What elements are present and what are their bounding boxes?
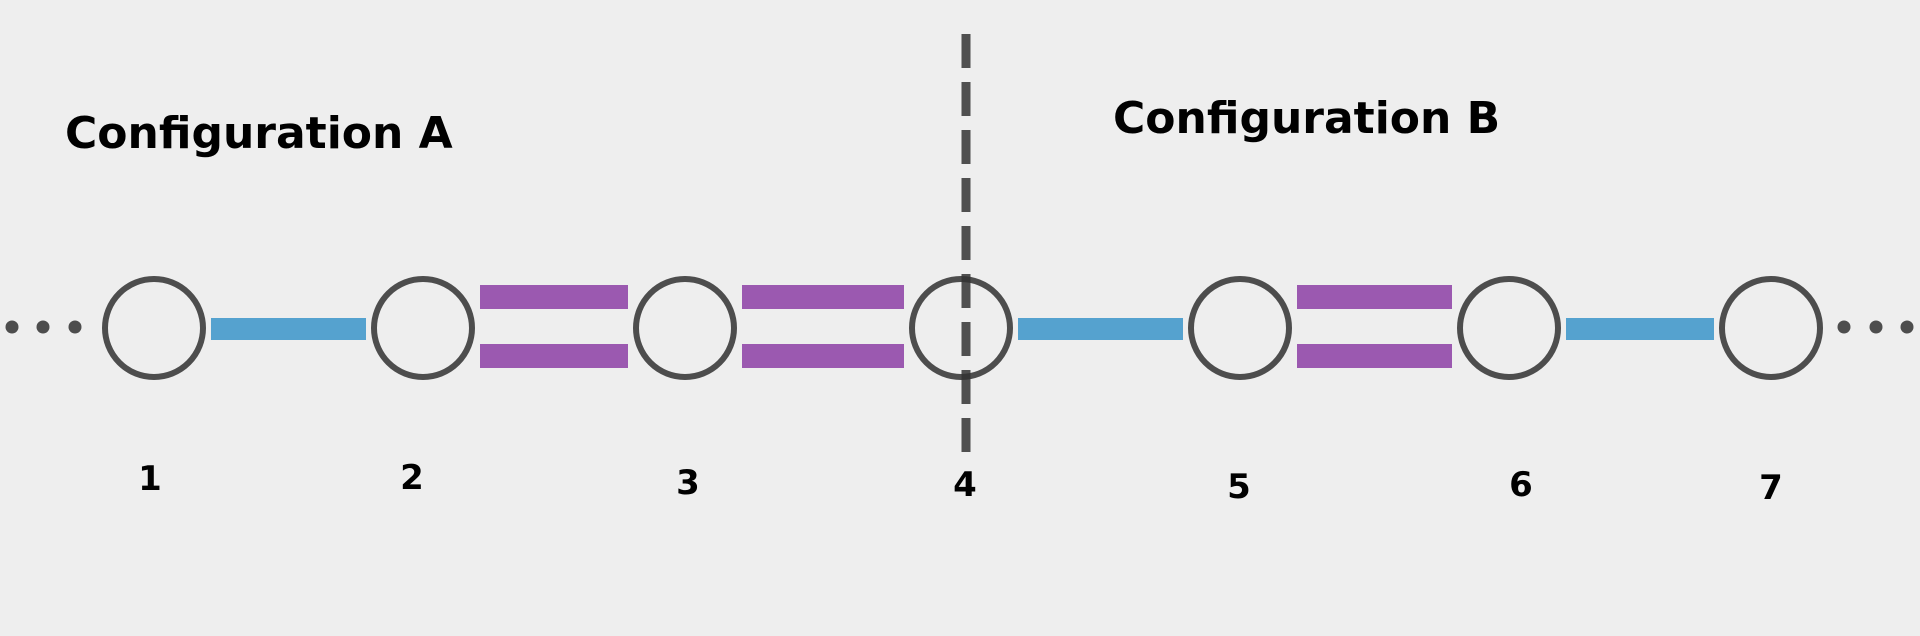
node-label-7: 7 [1759,468,1783,508]
single-bond-1-2 [211,318,366,340]
node-label-4: 4 [953,465,977,505]
ellipsis-left-dot [36,320,50,334]
node-3 [633,276,737,380]
node-label-1: 1 [138,459,162,499]
ellipsis-right-dot [1837,320,1851,334]
nodes-layer [102,276,1823,380]
ellipsis-right-dot [1900,320,1914,334]
node-6 [1457,276,1561,380]
node-label-6: 6 [1509,465,1533,505]
ellipsis-right-dot [1869,320,1883,334]
bonds-layer [211,285,1714,368]
double-bond-lower-2-3 [480,344,628,368]
node-labels-layer: 1 2 3 4 5 6 7 [138,458,1783,508]
ellipsis-left-dot [68,320,82,334]
double-bond-lower-5-6 [1297,344,1452,368]
configuration-b-title: Configuration B [1113,93,1500,144]
node-1 [102,276,206,380]
double-bond-upper-3-4 [742,285,904,309]
node-label-3: 3 [676,463,700,503]
ellipsis-left-dot [5,320,19,334]
double-bond-upper-2-3 [480,285,628,309]
node-label-2: 2 [400,458,424,498]
configuration-a-title: Configuration A [65,108,453,159]
double-bond-lower-3-4 [742,344,904,368]
ellipsis-layer [5,320,1914,334]
node-label-5: 5 [1227,467,1251,507]
node-2 [371,276,475,380]
node-5 [1188,276,1292,380]
double-bond-upper-5-6 [1297,285,1452,309]
node-4 [909,276,1013,380]
single-bond-4-5 [1018,318,1183,340]
single-bond-6-7 [1566,318,1714,340]
node-7 [1719,276,1823,380]
